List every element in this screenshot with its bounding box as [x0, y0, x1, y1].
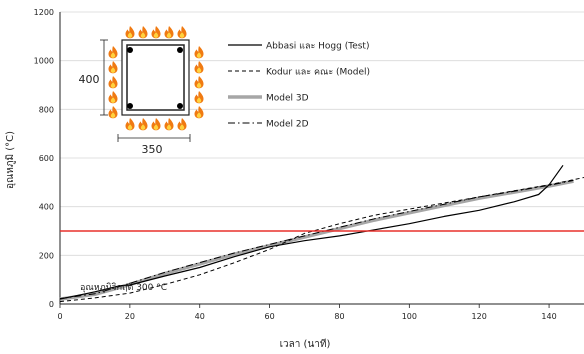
- y-tick-label: 1000: [34, 57, 54, 66]
- fire-icon: [125, 118, 135, 131]
- y-tick-label: 800: [39, 105, 54, 114]
- x-tick-label: 0: [57, 312, 62, 321]
- rebar-bottom-left: [127, 103, 133, 109]
- fire-icon: [108, 106, 118, 119]
- series-layer: [59, 164, 584, 303]
- y-tick-label: 1200: [34, 8, 54, 17]
- x-tick-label: 60: [265, 312, 275, 321]
- legend-label-2: Model 3D: [266, 94, 309, 104]
- series-line-3: [59, 179, 574, 300]
- fire-icon: [108, 91, 118, 104]
- fire-icon: [125, 26, 135, 39]
- fire-icons: [108, 26, 204, 131]
- fire-icon: [108, 61, 118, 74]
- fire-icon: [194, 61, 204, 74]
- y-tick-label: 600: [39, 154, 54, 163]
- x-tick-label: 80: [334, 312, 344, 321]
- rebar-top-right: [177, 47, 183, 53]
- y-tick-label: 200: [39, 251, 54, 260]
- series-line-0: [59, 164, 564, 300]
- series-line-2: [59, 179, 574, 301]
- fire-icon: [194, 91, 204, 104]
- column-section-inset: 400 350: [79, 26, 204, 156]
- x-tick-label: 120: [472, 312, 487, 321]
- fire-icon: [177, 118, 187, 131]
- column-section-outline: [121, 39, 190, 116]
- fire-icon: [108, 76, 118, 89]
- x-tick-label: 140: [541, 312, 556, 321]
- fire-icon: [194, 76, 204, 89]
- height-dimension-label: 400: [79, 73, 100, 86]
- fire-icon: [177, 26, 187, 39]
- fire-icon: [138, 118, 148, 131]
- legend-label-0: Abbasi และ Hogg (Test): [266, 42, 369, 52]
- rebar-top-left: [127, 47, 133, 53]
- fire-icon: [151, 118, 161, 131]
- series-line-1: [59, 177, 584, 303]
- fire-icon: [164, 26, 174, 39]
- fire-icon: [151, 26, 161, 39]
- x-tick-label: 100: [402, 312, 417, 321]
- fire-icon: [108, 46, 118, 59]
- fire-icon: [194, 106, 204, 119]
- width-dimension-label: 350: [142, 143, 163, 156]
- legend-label-3: Model 2D: [266, 120, 309, 130]
- x-tick-label: 40: [195, 312, 205, 321]
- y-axis-label: อุณหภูมิ (°C): [5, 131, 16, 189]
- x-axis-label: เวลา (นาที): [280, 338, 331, 350]
- column-stirrup: [126, 44, 185, 111]
- rebar-bottom-right: [177, 103, 183, 109]
- y-tick-label: 0: [49, 300, 54, 309]
- axes: 0 200 400 600 800 1000 1200 0 20 40 60 80 100 120 140: [34, 8, 584, 321]
- fire-icon: [164, 118, 174, 131]
- fire-icon: [138, 26, 148, 39]
- y-tick-label: 400: [39, 203, 54, 212]
- fire-icon: [194, 46, 204, 59]
- reference-line-label: อุณหภูมิวิกฤติ 300 °C: [80, 282, 167, 293]
- legend-label-1: Kodur และ คณะ (Model): [266, 68, 370, 78]
- legend: Abbasi และ Hogg (Test) Kodur และ คณะ (Mod…: [228, 42, 370, 130]
- x-tick-label: 20: [125, 312, 135, 321]
